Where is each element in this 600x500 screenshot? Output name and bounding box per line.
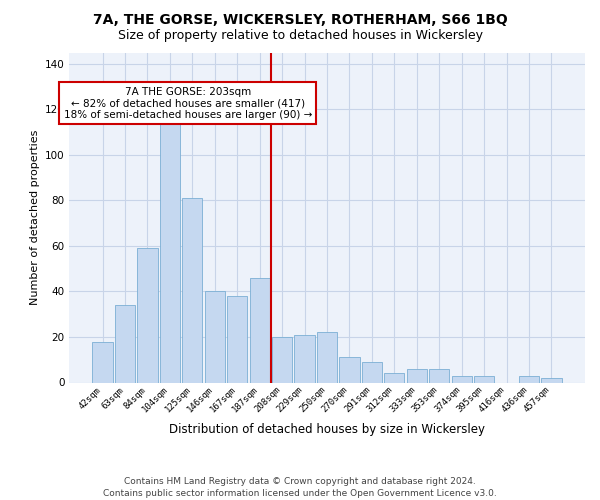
Bar [227,296,247,382]
Bar [519,376,539,382]
Text: 7A, THE GORSE, WICKERSLEY, ROTHERHAM, S66 1BQ: 7A, THE GORSE, WICKERSLEY, ROTHERHAM, S6… [92,12,508,26]
Bar [429,369,449,382]
Bar [92,342,113,382]
Bar [160,114,180,382]
Bar [205,292,225,382]
Text: 7A THE GORSE: 203sqm
← 82% of detached houses are smaller (417)
18% of semi-deta: 7A THE GORSE: 203sqm ← 82% of detached h… [64,86,312,120]
Bar [250,278,270,382]
Bar [541,378,562,382]
Bar [452,376,472,382]
Bar [317,332,337,382]
Bar [384,374,404,382]
Y-axis label: Number of detached properties: Number of detached properties [29,130,40,305]
Bar [182,198,202,382]
Text: Contains HM Land Registry data © Crown copyright and database right 2024.
Contai: Contains HM Land Registry data © Crown c… [103,476,497,498]
Bar [362,362,382,382]
Bar [137,248,158,382]
Bar [474,376,494,382]
Bar [115,305,135,382]
Bar [340,358,359,382]
Text: Size of property relative to detached houses in Wickersley: Size of property relative to detached ho… [118,29,482,42]
Bar [272,337,292,382]
Bar [407,369,427,382]
Bar [295,334,314,382]
X-axis label: Distribution of detached houses by size in Wickersley: Distribution of detached houses by size … [169,423,485,436]
